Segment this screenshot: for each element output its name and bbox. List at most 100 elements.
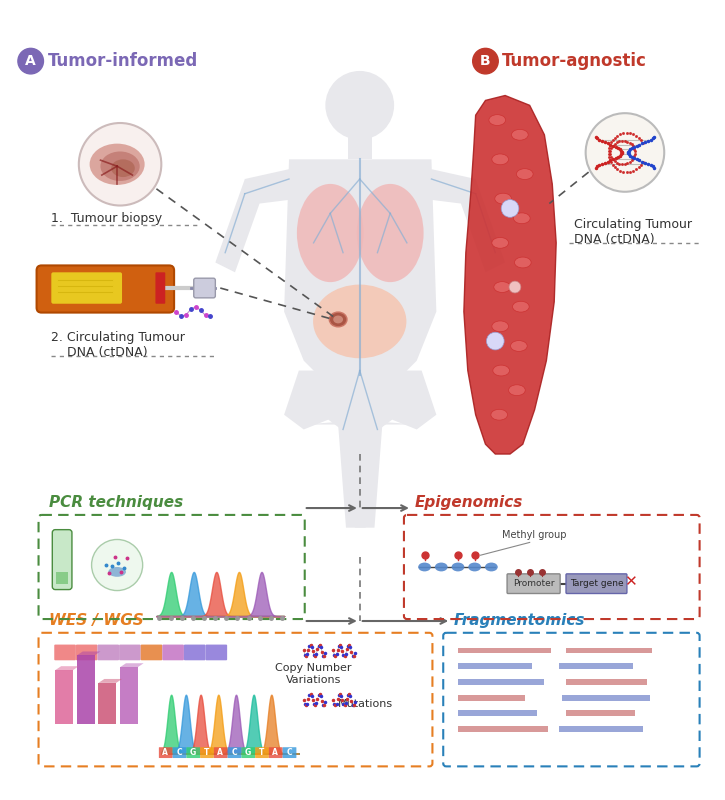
Ellipse shape bbox=[313, 285, 407, 358]
FancyBboxPatch shape bbox=[507, 574, 560, 594]
FancyBboxPatch shape bbox=[241, 747, 255, 758]
Ellipse shape bbox=[515, 257, 531, 268]
FancyBboxPatch shape bbox=[228, 747, 241, 758]
Text: A: A bbox=[218, 748, 223, 757]
Ellipse shape bbox=[492, 154, 508, 165]
Ellipse shape bbox=[418, 562, 431, 571]
Ellipse shape bbox=[108, 567, 126, 577]
FancyBboxPatch shape bbox=[186, 747, 200, 758]
Bar bbox=[458, 663, 531, 669]
Bar bbox=[458, 710, 536, 716]
Text: A: A bbox=[162, 748, 168, 757]
Ellipse shape bbox=[491, 410, 508, 420]
FancyBboxPatch shape bbox=[36, 266, 174, 313]
Bar bbox=[458, 694, 525, 701]
Text: G: G bbox=[190, 748, 196, 757]
FancyBboxPatch shape bbox=[173, 747, 186, 758]
Text: C: C bbox=[176, 748, 182, 757]
Text: PCR techniques: PCR techniques bbox=[49, 495, 183, 510]
Polygon shape bbox=[120, 663, 144, 667]
Ellipse shape bbox=[111, 159, 135, 177]
Ellipse shape bbox=[468, 562, 481, 571]
FancyBboxPatch shape bbox=[205, 645, 227, 660]
Text: A: A bbox=[25, 54, 36, 68]
Ellipse shape bbox=[510, 341, 527, 351]
Ellipse shape bbox=[513, 213, 530, 224]
Polygon shape bbox=[99, 679, 122, 683]
FancyBboxPatch shape bbox=[76, 645, 97, 660]
Circle shape bbox=[501, 200, 519, 218]
Circle shape bbox=[509, 281, 521, 293]
FancyBboxPatch shape bbox=[159, 747, 173, 758]
Ellipse shape bbox=[513, 302, 529, 312]
Polygon shape bbox=[353, 420, 417, 528]
Text: T: T bbox=[204, 748, 210, 757]
Bar bbox=[559, 663, 633, 669]
Bar bbox=[566, 647, 652, 654]
Text: WES / WGS: WES / WGS bbox=[49, 613, 144, 628]
Circle shape bbox=[486, 332, 504, 350]
Ellipse shape bbox=[492, 321, 508, 332]
Ellipse shape bbox=[452, 562, 464, 571]
Text: B: B bbox=[480, 54, 491, 68]
FancyBboxPatch shape bbox=[55, 670, 73, 724]
Text: ✕: ✕ bbox=[624, 574, 637, 590]
Text: Target gene: Target gene bbox=[570, 579, 624, 588]
Circle shape bbox=[473, 48, 498, 74]
Text: G: G bbox=[244, 748, 251, 757]
Text: 2. Circulating Tumour
    DNA (ctDNA): 2. Circulating Tumour DNA (ctDNA) bbox=[51, 331, 185, 359]
FancyBboxPatch shape bbox=[162, 645, 184, 660]
Text: Mutations: Mutations bbox=[338, 699, 393, 710]
Ellipse shape bbox=[90, 144, 144, 185]
FancyBboxPatch shape bbox=[51, 272, 122, 304]
Ellipse shape bbox=[297, 184, 364, 282]
Ellipse shape bbox=[357, 184, 423, 282]
FancyBboxPatch shape bbox=[255, 747, 269, 758]
Polygon shape bbox=[304, 420, 368, 528]
FancyBboxPatch shape bbox=[57, 572, 68, 584]
FancyBboxPatch shape bbox=[155, 272, 165, 304]
Text: A: A bbox=[273, 748, 278, 757]
FancyBboxPatch shape bbox=[348, 134, 371, 159]
Bar bbox=[566, 679, 647, 685]
Text: C: C bbox=[231, 748, 237, 757]
FancyBboxPatch shape bbox=[77, 655, 94, 724]
Text: Tumor-agnostic: Tumor-agnostic bbox=[502, 52, 647, 70]
Ellipse shape bbox=[334, 315, 343, 323]
Polygon shape bbox=[464, 95, 556, 454]
Ellipse shape bbox=[494, 282, 510, 293]
Bar bbox=[458, 647, 551, 654]
FancyBboxPatch shape bbox=[283, 747, 297, 758]
Ellipse shape bbox=[512, 130, 529, 140]
Text: 1.  Tumour biopsy: 1. Tumour biopsy bbox=[51, 212, 162, 225]
Text: Fragmentomics: Fragmentomics bbox=[454, 613, 586, 628]
Polygon shape bbox=[215, 169, 299, 272]
Bar bbox=[458, 679, 544, 685]
Ellipse shape bbox=[329, 312, 347, 327]
Bar bbox=[562, 694, 650, 701]
Polygon shape bbox=[77, 651, 101, 655]
Ellipse shape bbox=[492, 238, 508, 248]
FancyBboxPatch shape bbox=[99, 683, 116, 724]
FancyBboxPatch shape bbox=[54, 645, 76, 660]
Polygon shape bbox=[55, 666, 79, 670]
Bar bbox=[566, 710, 635, 716]
FancyBboxPatch shape bbox=[200, 747, 214, 758]
Ellipse shape bbox=[489, 114, 505, 126]
Bar bbox=[458, 726, 548, 732]
Ellipse shape bbox=[508, 385, 525, 395]
Polygon shape bbox=[284, 370, 436, 434]
Text: Circulating Tumour
DNA (ctDNA): Circulating Tumour DNA (ctDNA) bbox=[574, 218, 692, 246]
Text: C: C bbox=[286, 748, 292, 757]
Text: Epigenomics: Epigenomics bbox=[415, 495, 523, 510]
Ellipse shape bbox=[485, 562, 498, 571]
Ellipse shape bbox=[493, 365, 510, 376]
Text: Tumor-informed: Tumor-informed bbox=[47, 52, 198, 70]
FancyBboxPatch shape bbox=[120, 667, 138, 724]
FancyBboxPatch shape bbox=[269, 747, 283, 758]
Bar bbox=[559, 726, 642, 732]
Text: Promoter: Promoter bbox=[513, 579, 555, 588]
Circle shape bbox=[586, 113, 664, 192]
FancyBboxPatch shape bbox=[214, 747, 228, 758]
Text: Methyl group: Methyl group bbox=[502, 530, 567, 539]
